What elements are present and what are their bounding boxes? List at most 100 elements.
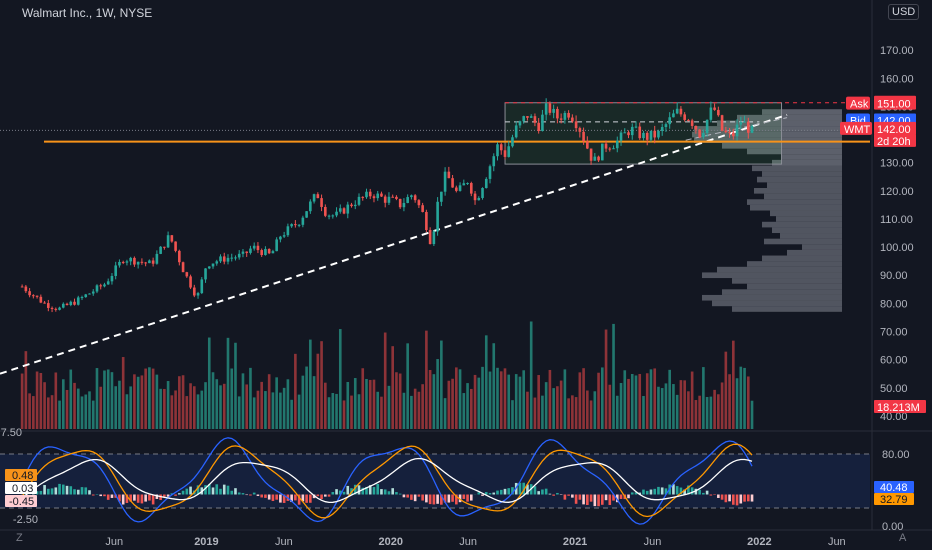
candle-body	[103, 284, 106, 287]
macd-histogram-bar	[702, 492, 705, 495]
candle-body	[660, 127, 664, 131]
trend-line	[0, 113, 788, 375]
volume-bar	[99, 386, 103, 429]
macd-histogram-bar	[110, 494, 114, 498]
macd-histogram-bar	[234, 488, 237, 495]
candle-body	[604, 143, 608, 149]
candle-body	[511, 137, 514, 147]
volume-profile-bar	[732, 278, 842, 284]
stoch-k-line	[21, 437, 753, 525]
volume-bar	[724, 351, 728, 429]
candle-body	[241, 251, 245, 254]
macd-histogram-bar	[54, 487, 58, 495]
volume-bar	[204, 382, 207, 429]
candle-body	[95, 285, 99, 292]
volume-bar	[451, 378, 454, 429]
volume-bar	[548, 369, 552, 429]
candle-body	[410, 195, 413, 198]
macd-histogram-bar	[683, 489, 686, 495]
candle-body	[290, 224, 293, 227]
volume-bar	[544, 382, 548, 429]
candle-body	[185, 272, 189, 277]
candle-body	[499, 144, 503, 151]
candle-body	[219, 256, 222, 262]
volume-bar	[675, 394, 679, 429]
macd-histogram-bar	[290, 494, 293, 503]
macd-histogram-bar	[571, 494, 574, 498]
macd-histogram-bar	[249, 494, 252, 496]
macd-histogram-bar	[638, 492, 642, 495]
candle-body	[207, 266, 211, 269]
price-tick-label: 90.00	[880, 270, 908, 282]
candle-body	[657, 130, 660, 138]
macd-histogram-bar	[58, 483, 61, 495]
price-tick-label: 70.00	[880, 327, 908, 339]
candle-body	[372, 196, 376, 199]
volume-tag: 18.213M	[877, 402, 920, 414]
macd-histogram-bar	[642, 489, 645, 495]
candle-body	[537, 122, 540, 131]
last-price-tag-bg	[874, 121, 916, 135]
macd-histogram-bar	[342, 491, 346, 495]
volume-bar	[32, 396, 35, 429]
candle-body	[556, 108, 559, 119]
volume-bar	[541, 395, 544, 429]
candle-body	[421, 205, 424, 212]
macd-histogram-bar	[353, 484, 357, 495]
volume-bar	[615, 395, 619, 429]
volume-bar	[327, 397, 331, 429]
volume-bar	[230, 368, 234, 429]
macd-histogram-bar	[503, 488, 507, 495]
time-tick-label: Jun	[459, 536, 477, 548]
volume-bar	[76, 388, 80, 429]
countdown-tag-bg	[874, 133, 916, 147]
macd-histogram-bar	[230, 490, 234, 495]
volume-bar	[73, 382, 76, 429]
candle-body	[398, 198, 402, 208]
ask-label-text: Ask	[850, 99, 869, 111]
candle-body	[552, 108, 555, 113]
macd-histogram-bar	[436, 494, 439, 504]
candle-body	[73, 301, 76, 305]
volume-bar	[365, 378, 368, 429]
volume-bar	[275, 377, 278, 429]
macd-histogram-bar	[43, 485, 46, 495]
candle-body	[593, 156, 597, 161]
volume-bar	[514, 374, 518, 429]
macd-histogram-bar	[541, 489, 544, 495]
candle-body	[178, 250, 181, 263]
macd-histogram-bar	[687, 485, 690, 495]
macd-histogram-bar	[739, 494, 743, 504]
candle-body	[473, 193, 477, 201]
volume-bar	[110, 372, 114, 429]
currency-button[interactable]: USD	[888, 4, 920, 20]
osc-left-top-label: 7.50	[1, 427, 22, 439]
volume-bar	[50, 395, 54, 429]
candle-body	[466, 183, 469, 185]
macd-histogram-bar	[151, 494, 155, 505]
auto-scale-toggle[interactable]: A	[899, 532, 907, 544]
macd-histogram-bar	[597, 494, 600, 507]
candle-body	[627, 132, 630, 136]
candle-body	[582, 131, 585, 142]
volume-profile-bar	[702, 294, 842, 301]
osc-tick-label: 80.00	[882, 449, 910, 461]
macd-histogram-bar	[121, 494, 125, 505]
macd-c-tag-bg	[5, 495, 37, 507]
macd-histogram-bar	[499, 489, 503, 495]
candle-body	[586, 141, 589, 149]
volume-bar	[488, 371, 492, 429]
macd-histogram-bar	[675, 486, 679, 495]
candle-body	[249, 248, 252, 253]
volume-bar	[181, 375, 185, 429]
signal-line	[21, 457, 753, 504]
volume-bar	[526, 391, 529, 429]
macd-histogram-bar	[604, 494, 608, 501]
candle-body	[675, 108, 679, 114]
candle-body	[47, 303, 50, 308]
zoom-toggle[interactable]: Z	[16, 532, 23, 544]
macd-histogram-bar	[106, 494, 110, 500]
volume-bar	[47, 397, 50, 429]
